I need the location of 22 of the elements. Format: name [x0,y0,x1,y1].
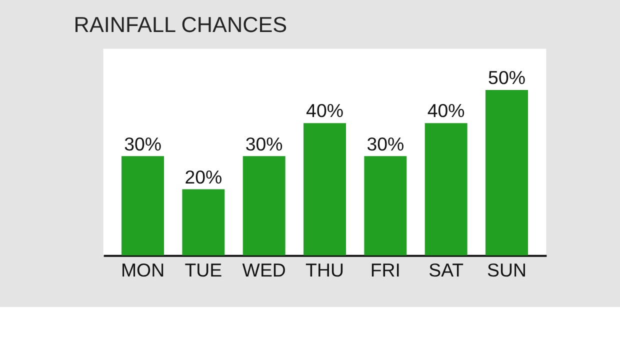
bar [182,189,225,256]
bar [304,123,346,256]
x-tick-label: SUN [487,260,526,281]
x-tick-label: WED [242,260,286,281]
x-tick-label: SAT [428,260,464,281]
x-tick-label: MON [120,260,165,281]
x-tick-label: THU [306,260,344,281]
data-label: 40% [427,100,465,122]
bar [486,90,528,256]
bar [364,156,407,256]
data-label: 30% [124,133,162,154]
bar [242,156,286,256]
data-label: 30% [245,133,283,154]
x-tick-label: TUE [184,260,222,281]
data-label: 40% [306,100,344,122]
data-label: 30% [366,133,404,154]
bar [122,156,164,256]
data-label: 20% [184,166,222,188]
data-label: 50% [488,67,526,88]
chart-title: RAINFALL CHANCES [74,12,288,37]
bar [424,123,468,256]
x-tick-label: FRI [370,260,400,281]
